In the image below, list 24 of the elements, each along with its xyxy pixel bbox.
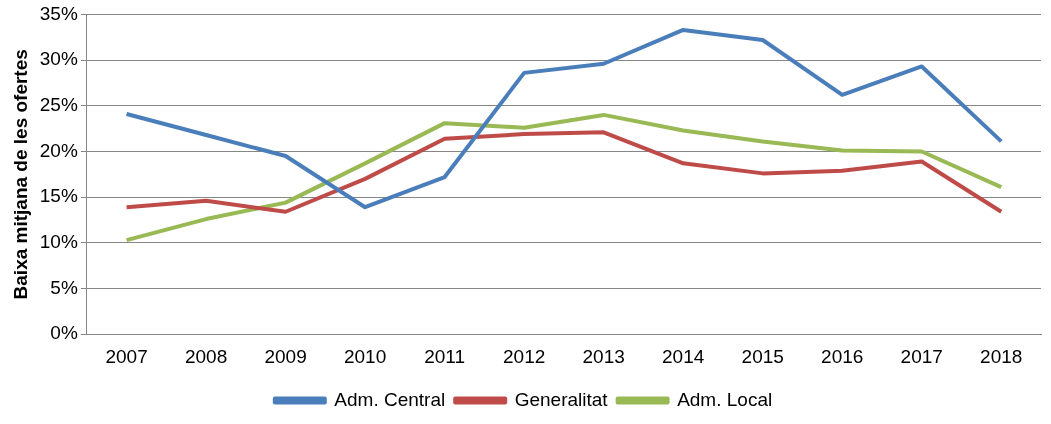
x-tick-label: 2008 (184, 345, 228, 367)
x-tick-label: 2015 (741, 345, 784, 367)
y-tick-label: 15% (39, 185, 78, 207)
y-tick-label: 5% (50, 276, 78, 298)
y-tick-label: 25% (39, 94, 78, 116)
legend-label: Adm. Local (677, 388, 773, 410)
x-tick-label: 2016 (821, 345, 864, 367)
y-tick-label: 10% (39, 231, 78, 253)
x-tick-label: 2011 (424, 345, 466, 367)
x-tick-label: 2013 (582, 345, 625, 367)
legend-label: Generalitat (514, 388, 609, 410)
x-tick-label: 2007 (105, 345, 148, 367)
legend-label: Adm. Central (334, 388, 446, 410)
y-tick-label: 0% (50, 322, 78, 344)
x-tick-label: 2018 (980, 345, 1023, 367)
x-tick-label: 2010 (343, 345, 387, 367)
x-tick-label: 2017 (900, 345, 943, 367)
x-tick-label: 2012 (503, 345, 546, 367)
y-axis-title: Baixa mitjana de les ofertes (9, 49, 31, 300)
y-tick-label: 30% (39, 48, 78, 70)
y-tick-label: 20% (39, 139, 78, 161)
x-tick-label: 2014 (662, 345, 705, 367)
x-tick-label: 2009 (264, 345, 307, 367)
y-tick-label: 35% (39, 2, 78, 24)
